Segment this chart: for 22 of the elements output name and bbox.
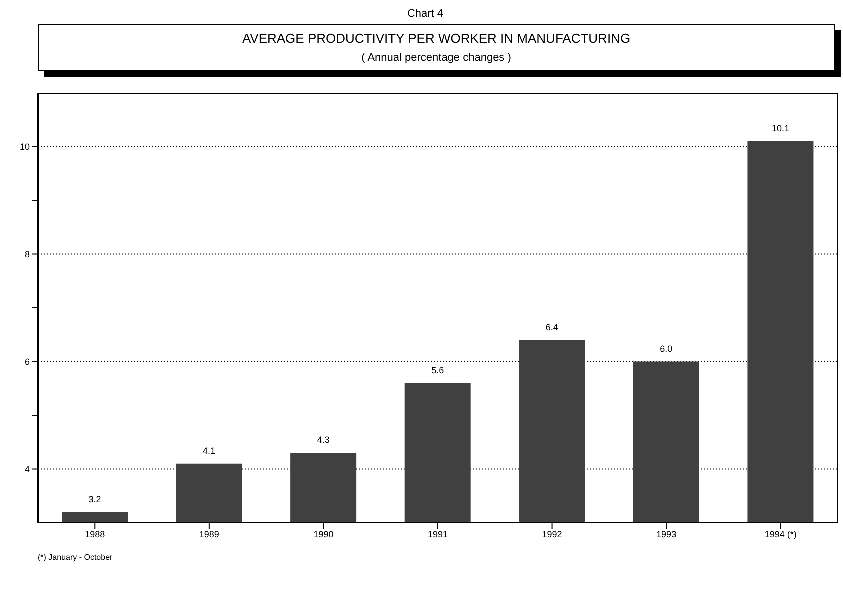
y-tick-label: 10 <box>20 142 30 152</box>
text: ( Annual percentage changes ) <box>360 52 512 64</box>
data-label: 10.1 <box>772 123 790 134</box>
data-label: 4.1 <box>203 446 216 456</box>
y-tick-label: 6 <box>24 356 30 367</box>
chart-subtitle: AVERAGE PRODUCTIVITY PER WORKER IN MANUFACTURING <box>241 31 632 46</box>
chart-title: Chart 4 <box>406 8 445 22</box>
x-tick-label: 1993 <box>656 529 677 540</box>
data-label: 6.4 <box>546 322 558 332</box>
x-tick-label: 1994 (*) <box>764 529 797 540</box>
data-label: 6.0 <box>660 344 673 354</box>
x-tick-label: 1990 <box>314 529 334 540</box>
x-tick-label: 1992 <box>542 529 562 540</box>
data-label: 5.6 <box>432 365 444 376</box>
text: (*) January - October <box>38 553 114 562</box>
x-tick-label: 1989 <box>199 529 220 540</box>
y-tick-label: 4 <box>24 464 30 474</box>
data-label: 3.2 <box>88 494 102 504</box>
x-tick-label: 1991 <box>428 529 448 540</box>
x-tick-label: 1988 <box>85 529 106 540</box>
data-label: 4.3 <box>317 435 330 446</box>
y-tick-label: 8 <box>24 249 30 260</box>
